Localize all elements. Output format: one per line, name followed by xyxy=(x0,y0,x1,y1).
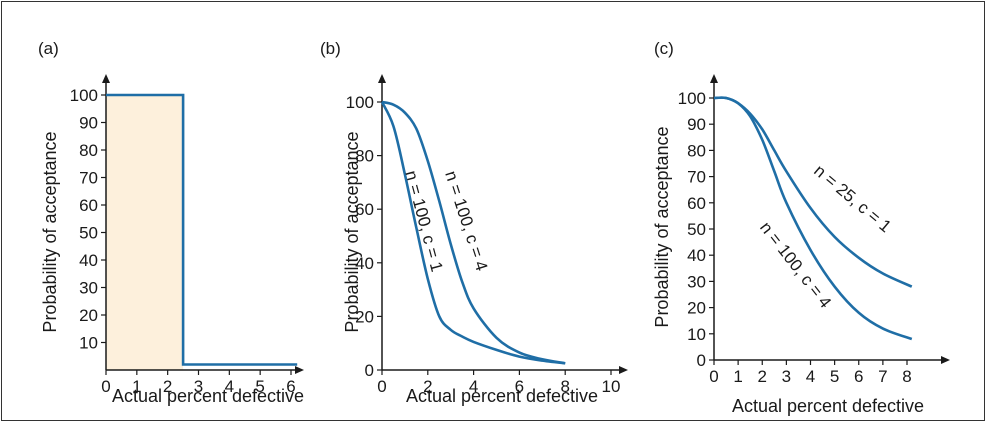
y-tick-label: 10 xyxy=(687,325,706,344)
panel-label: (b) xyxy=(320,39,341,58)
y-tick-label: 40 xyxy=(687,246,706,265)
x-axis-arrow xyxy=(619,366,628,374)
x-tick-label: 3 xyxy=(194,377,203,396)
x-tick-label: 0 xyxy=(709,367,718,386)
shaded-region xyxy=(106,95,184,370)
x-tick-label: 3 xyxy=(782,367,791,386)
x-axis-title: Actual percent defective xyxy=(112,386,304,406)
oc-curve-n-100-c-4 xyxy=(713,96,913,341)
y-axis-arrow xyxy=(102,74,110,83)
y-axis-arrow xyxy=(710,74,718,83)
x-tick-label: 5 xyxy=(830,367,839,386)
oc-curve-n-100-c-4 xyxy=(381,100,566,365)
x-tick-label: 4 xyxy=(225,377,234,396)
y-axis-title: Probability of acceptance xyxy=(342,131,362,332)
y-tick-label: 40 xyxy=(79,251,98,270)
y-tick-label: 80 xyxy=(79,141,98,160)
y-tick-label: 20 xyxy=(687,299,706,318)
x-tick-label: 2 xyxy=(758,367,767,386)
x-axis-arrow xyxy=(941,356,950,364)
x-tick-label: 6 xyxy=(854,367,863,386)
y-tick-label: 60 xyxy=(687,194,706,213)
y-tick-label: 70 xyxy=(79,169,98,188)
chart-panel-c: (c)0 1 2 3 4 5 6 7 80102030405060708090100Probab… xyxy=(652,39,950,416)
x-tick-label: 8 xyxy=(560,377,569,396)
curve-label: n = 100, c = 4 xyxy=(441,169,491,274)
x-axis-title: Actual percent defective xyxy=(406,386,598,406)
y-tick-label: 50 xyxy=(687,220,706,239)
x-tick-label: 0 xyxy=(101,377,110,396)
x-tick-label: 2 xyxy=(423,377,432,396)
y-tick-label: 20 xyxy=(79,306,98,325)
y-tick-label: 90 xyxy=(687,115,706,134)
x-tick-label: 2 xyxy=(163,377,172,396)
y-tick-label: 60 xyxy=(79,196,98,215)
y-axis-title: Probability of acceptance xyxy=(652,126,672,327)
curve-label: n = 100, c = 4 xyxy=(756,218,835,312)
x-tick-label: 4 xyxy=(469,377,478,396)
y-tick-label: 100 xyxy=(70,86,98,105)
y-tick-label: 0 xyxy=(697,351,706,370)
x-tick-label: 1 xyxy=(733,367,742,386)
y-tick-label: 50 xyxy=(79,224,98,243)
y-tick-label: 10 xyxy=(79,334,98,353)
oc-curve-n-100-c-1 xyxy=(380,101,566,365)
x-tick-label: 10 xyxy=(602,377,621,396)
y-tick-label: 80 xyxy=(355,147,374,166)
x-tick-label: 7 xyxy=(878,367,887,386)
y-tick-label: 30 xyxy=(687,272,706,291)
y-tick-label: 70 xyxy=(687,168,706,187)
oc-curve-ideal xyxy=(106,93,298,366)
y-tick-label: 30 xyxy=(79,279,98,298)
x-tick-label: 4 xyxy=(806,367,815,386)
x-tick-label: 6 xyxy=(515,377,524,396)
chart-panel-a: (a) 0 1 2 3 4 5 6 10 20 30 40 50 60 70 80 90 100 Probabili… xyxy=(38,39,304,406)
y-tick-label: 0 xyxy=(365,361,374,380)
y-tick-label: 100 xyxy=(678,89,706,108)
x-tick-label: 1 xyxy=(132,377,141,396)
y-tick-label: 90 xyxy=(79,114,98,133)
oc-curve-n-25-c-1 xyxy=(713,96,913,288)
x-tick-label: 0 xyxy=(377,377,386,396)
y-axis-title: Probability of acceptance xyxy=(40,131,60,332)
y-tick-label: 100 xyxy=(346,93,374,112)
panel-label: (a) xyxy=(38,39,59,58)
y-axis-arrow xyxy=(378,74,386,83)
y-tick-label: 80 xyxy=(687,141,706,160)
x-axis-arrow xyxy=(295,366,304,374)
y-tick-label: 40 xyxy=(355,254,374,273)
x-tick-label: 5 xyxy=(255,377,264,396)
x-tick-label: 6 xyxy=(286,377,295,396)
panel-label: (c) xyxy=(654,39,674,58)
x-tick-label: 8 xyxy=(902,367,911,386)
x-axis-title: Actual percent defective xyxy=(732,396,924,416)
y-tick-label: 60 xyxy=(355,200,374,219)
y-tick-label: 20 xyxy=(355,307,374,326)
